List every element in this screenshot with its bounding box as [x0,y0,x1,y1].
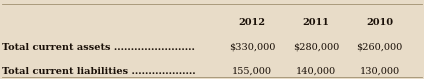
Text: 2012: 2012 [239,18,266,27]
Text: 130,000: 130,000 [360,67,399,76]
Text: 2011: 2011 [302,18,329,27]
Text: Total current assets ........................: Total current assets ...................… [2,43,195,52]
Text: $280,000: $280,000 [293,43,339,52]
Text: $260,000: $260,000 [356,43,403,52]
Text: 2010: 2010 [366,18,393,27]
Text: 155,000: 155,000 [232,67,272,76]
Text: Total current liabilities ...................: Total current liabilities ..............… [2,67,196,76]
Text: $330,000: $330,000 [229,43,276,52]
Text: 140,000: 140,000 [296,67,336,76]
